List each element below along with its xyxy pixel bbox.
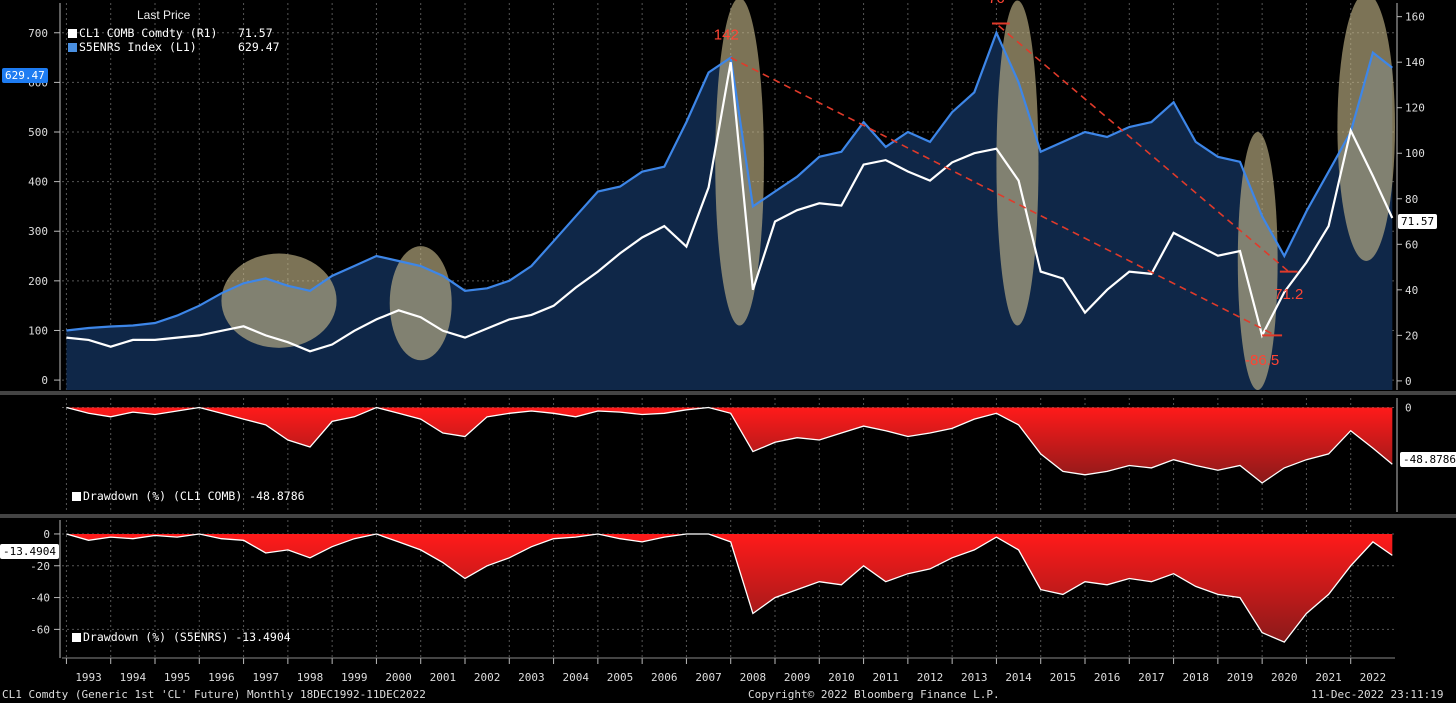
footer-copyright: Copyright© 2022 Bloomberg Finance L.P. (748, 688, 1000, 701)
right-axis-tick-label: 100 (1405, 147, 1425, 160)
footer-timestamp: 11-Dec-2022 23:11:19 (1311, 688, 1444, 701)
x-tick-label: 1999 (341, 671, 368, 684)
right-axis-tick-label: 20 (1405, 329, 1418, 342)
x-tick-label: 2007 (695, 671, 722, 684)
highlight-ellipse (1337, 0, 1395, 261)
price-legend: Last Price CL1 COMB Comdty (R1) 71.57 S5… (62, 8, 280, 58)
right-axis-tick-label: 60 (1405, 238, 1418, 251)
legend-header: Last Price (137, 8, 191, 22)
drawdown-s5-legend-label: Drawdown (%) (S5ENRS) -13.4904 (83, 630, 291, 644)
x-tick-label: 1995 (164, 671, 191, 684)
legend-item-value: 629.47 (238, 40, 280, 54)
highlight-ellipse (996, 0, 1039, 326)
trend-arrow-line (730, 56, 1276, 337)
right-axis-tick-label: 140 (1405, 56, 1425, 69)
x-tick-label: 2018 (1182, 671, 1209, 684)
x-tick-label: 2008 (740, 671, 767, 684)
legend-item-cl1[interactable]: CL1 COMB Comdty (R1) 71.57 (68, 26, 273, 40)
drawdown-s5-last-tag: -13.4904 (0, 544, 59, 559)
drawdown-s5-legend: Drawdown (%) (S5ENRS) -13.4904 (72, 630, 291, 644)
legend-item-label: S5ENRS Index (L1) (79, 40, 197, 54)
x-tick-label: 2019 (1227, 671, 1254, 684)
legend-swatch-blue (68, 43, 77, 52)
x-tick-label: 2012 (917, 671, 944, 684)
dd2-axis-tick-label: -40 (30, 592, 50, 605)
x-tick-label: 1994 (120, 671, 147, 684)
left-axis-tick-label: 400 (28, 176, 48, 189)
x-tick-label: 2016 (1094, 671, 1121, 684)
trend-arrow-line (998, 25, 1290, 273)
x-tick-label: 2011 (872, 671, 899, 684)
legend-item-label: CL1 COMB Comdty (R1) (79, 26, 218, 40)
x-tick-label: 2014 (1005, 671, 1032, 684)
right-axis-tick-label: 40 (1405, 284, 1418, 297)
drawdown-area (66, 533, 1393, 643)
x-tick-label: 2021 (1315, 671, 1342, 684)
drawdown-cl1-last-tag: -48.8786 (1400, 452, 1456, 467)
left-axis-tick-label: 0 (41, 374, 48, 387)
annotation-label: 76 (988, 0, 1005, 7)
x-tick-label: 1997 (252, 671, 279, 684)
drawdown-line (66, 533, 1393, 643)
right-last-price-tag: 71.57 (1398, 214, 1438, 229)
x-tick-label: 2003 (518, 671, 545, 684)
drawdown-cl1-legend: Drawdown (%) (CL1 COMB) -48.8786 (72, 489, 305, 503)
left-axis-tick-label: 200 (28, 275, 48, 288)
x-tick-label: 2010 (828, 671, 855, 684)
left-axis-tick-label: 700 (28, 27, 48, 40)
legend-swatch-white (72, 633, 81, 642)
x-tick-label: 2001 (430, 671, 457, 684)
panel-separator (0, 391, 1456, 395)
dd2-axis-tick-label: -20 (30, 560, 50, 573)
highlight-ellipse (221, 253, 337, 348)
x-tick-label: 2002 (474, 671, 501, 684)
dd1-axis-tick-label: 0 (1405, 401, 1412, 414)
annotation-label: -86.5 (1245, 352, 1279, 369)
right-axis-tick-label: 160 (1405, 11, 1425, 24)
x-tick-label: 2017 (1138, 671, 1165, 684)
x-tick-label: 2015 (1050, 671, 1077, 684)
x-tick-label: 1993 (75, 671, 102, 684)
left-axis-tick-label: 300 (28, 225, 48, 238)
x-tick-label: 2009 (784, 671, 811, 684)
right-axis-tick-label: 120 (1405, 102, 1425, 115)
left-axis-tick-label: 500 (28, 126, 48, 139)
legend-item-value: 71.57 (238, 26, 273, 40)
x-tick-label: 2013 (961, 671, 988, 684)
legend-swatch-white (72, 492, 81, 501)
s5-line (66, 29, 1393, 332)
legend-swatch-white (68, 29, 77, 38)
annotation-label: 142 (714, 26, 739, 43)
x-tick-label: 2022 (1360, 671, 1387, 684)
drawdown-area (66, 407, 1393, 483)
x-tick-label: 2000 (385, 671, 412, 684)
x-tick-label: 2005 (607, 671, 634, 684)
left-last-price-tag: 629.47 (2, 68, 48, 83)
annotation-label: 71.2 (1274, 286, 1303, 303)
right-axis-tick-label: 0 (1405, 375, 1412, 388)
x-tick-label: 2004 (562, 671, 589, 684)
legend-item-s5[interactable]: S5ENRS Index (L1) 629.47 (68, 40, 280, 54)
x-tick-label: 2006 (651, 671, 678, 684)
drawdown-panel (62, 406, 1395, 484)
drawdown-line (66, 406, 1393, 484)
cl1-line (66, 62, 1394, 353)
footer-ticker-info: CL1 Comdty (Generic 1st 'CL' Future) Mon… (2, 688, 426, 701)
x-tick-label: 2020 (1271, 671, 1298, 684)
drawdown-panel (62, 533, 1395, 643)
x-tick-label: 1998 (297, 671, 324, 684)
panel-separator (0, 514, 1456, 518)
right-axis-tick-label: 80 (1405, 193, 1418, 206)
drawdown-cl1-legend-label: Drawdown (%) (CL1 COMB) -48.8786 (83, 489, 305, 503)
x-tick-label: 1996 (208, 671, 235, 684)
dd2-axis-tick-label: 0 (43, 528, 50, 541)
left-axis-tick-label: 100 (28, 324, 48, 337)
highlight-ellipse (389, 246, 452, 361)
dd2-axis-tick-label: -60 (30, 623, 50, 636)
